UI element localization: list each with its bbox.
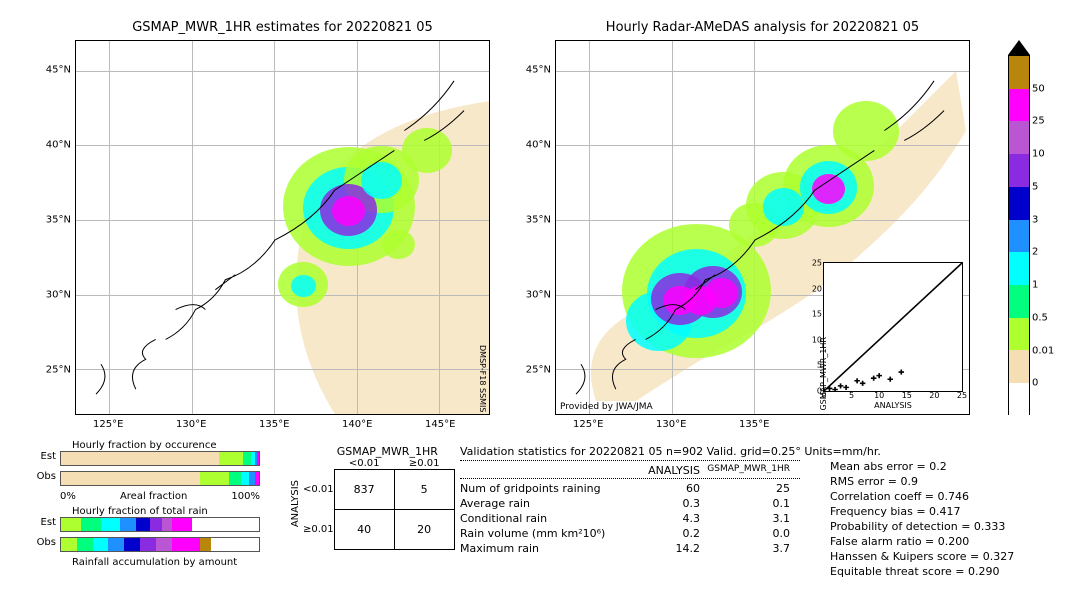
attribution: Provided by JWA/JMA <box>560 402 653 412</box>
inset-xtick: 20 <box>929 391 939 400</box>
lon-tick: 135°E <box>259 415 289 430</box>
lon-tick: 140°E <box>342 415 372 430</box>
inset-ytick: 10 <box>812 335 824 344</box>
metric-row: Hanssen & Kuipers score = 0.327 <box>830 550 1014 563</box>
inset-ytick: 15 <box>812 310 824 319</box>
bar-row-label: Obs <box>37 537 60 548</box>
stats-row: Maximum rain14.23.7 <box>460 542 800 555</box>
ctab-colhdr: ≥0.01 <box>394 458 454 470</box>
lon-tick: 145°E <box>425 415 455 430</box>
lat-tick: 30°N <box>526 290 555 301</box>
bar-row-label: Obs <box>37 471 60 482</box>
bars-title1: Hourly fraction by occurence <box>72 440 260 451</box>
metric-row: RMS error = 0.9 <box>830 475 1014 488</box>
stats-row: Conditional rain4.33.1 <box>460 512 800 525</box>
inset-ytick: 0 <box>817 387 824 396</box>
bar-row <box>60 451 260 466</box>
colorbar-tick: 50 <box>1029 83 1045 94</box>
map-left-title: GSMAP_MWR_1HR estimates for 20220821 05 <box>132 20 433 35</box>
lat-tick: 45°N <box>526 65 555 76</box>
scatter-inset: ANALYSIS GSMAP_MWR_1HR 00551010151520202… <box>823 262 963 392</box>
colorbar-tick: 1 <box>1029 280 1038 291</box>
lat-tick: 30°N <box>46 290 75 301</box>
inset-ytick: 20 <box>812 284 824 293</box>
ctab-rowhdr: <0.01 <box>303 470 334 510</box>
colorbar-tick: 3 <box>1029 214 1038 225</box>
lon-tick: 130°E <box>176 415 206 430</box>
lat-tick: 35°N <box>46 215 75 226</box>
stats-row: Average rain0.30.1 <box>460 497 800 510</box>
bars-title2: Hourly fraction of total rain <box>72 506 260 517</box>
lat-tick: 35°N <box>526 215 555 226</box>
ctab-colhdr: <0.01 <box>334 458 394 470</box>
bar-row <box>60 537 260 552</box>
ctab-cell: 837 <box>334 470 394 510</box>
bars-x-label: Areal fraction <box>120 491 187 502</box>
fraction-bars: Hourly fraction by occurence EstObs 0% A… <box>60 440 260 568</box>
colorbar-tick: 25 <box>1029 116 1045 127</box>
inset-xtick: 10 <box>874 391 884 400</box>
stats-hdr-analysis: ANALYSIS <box>630 464 700 477</box>
stats-hdr-gsmap: GSMAP_MWR_1HR <box>700 464 790 477</box>
stats-row: Rain volume (mm km²10⁶)0.20.0 <box>460 527 800 540</box>
metric-row: Probability of detection = 0.333 <box>830 520 1014 533</box>
lat-tick: 45°N <box>46 65 75 76</box>
map-right: Hourly Radar-AMeDAS analysis for 2022082… <box>555 40 970 415</box>
coastline-left <box>76 41 489 414</box>
inset-xtick: 25 <box>957 391 967 400</box>
metric-row: Correlation coeff = 0.746 <box>830 490 1014 503</box>
metric-row: Mean abs error = 0.2 <box>830 460 1014 473</box>
bars-x-left: 0% <box>60 491 76 502</box>
stats-title: Validation statistics for 20220821 05 n=… <box>460 445 800 458</box>
ctab-cell: 5 <box>394 470 454 510</box>
sat-label: DMSP-F18 SSMIS <box>478 345 487 413</box>
inset-xtick: 15 <box>902 391 912 400</box>
stats-table: Validation statistics for 20220821 05 n=… <box>460 445 800 557</box>
ctab-row-label: ANALYSIS <box>290 480 301 527</box>
lat-tick: 40°N <box>526 140 555 151</box>
bars-title3: Rainfall accumulation by amount <box>72 557 260 568</box>
bars-x-right: 100% <box>231 491 260 502</box>
colorbar-tick: 10 <box>1029 149 1045 160</box>
ctab-cell: 20 <box>394 510 454 550</box>
ctab-cell: 40 <box>334 510 394 550</box>
inset-xtick: 5 <box>849 391 854 400</box>
colorbar-tick: 0 <box>1029 378 1038 389</box>
lat-tick: 25°N <box>46 365 75 376</box>
lon-tick: 125°E <box>93 415 123 430</box>
bar-row-label: Est <box>41 517 60 528</box>
contingency-table: GSMAP_MWR_1HR ANALYSIS <0.01≥0.01<0.0183… <box>290 445 455 550</box>
map-left: GSMAP_MWR_1HR estimates for 20220821 05 … <box>75 40 490 415</box>
stats-row: Num of gridpoints raining6025 <box>460 482 800 495</box>
colorbar-arrow <box>1008 40 1030 55</box>
lon-tick: 135°E <box>739 415 769 430</box>
metric-row: False alarm ratio = 0.200 <box>830 535 1014 548</box>
metrics: Mean abs error = 0.2 RMS error = 0.9 Corre… <box>830 460 1014 580</box>
inset-xlabel: ANALYSIS <box>874 401 912 410</box>
lat-tick: 25°N <box>526 365 555 376</box>
colorbar: 00.010.51235102550 <box>1008 40 1030 415</box>
inset-ytick: 5 <box>817 361 824 370</box>
colorbar-tick: 0.01 <box>1029 345 1054 356</box>
colorbar-tick: 5 <box>1029 181 1038 192</box>
bar-row-label: Est <box>41 451 60 462</box>
colorbar-tick: 2 <box>1029 247 1038 258</box>
map-right-title: Hourly Radar-AMeDAS analysis for 2022082… <box>606 20 919 35</box>
lon-tick: 125°E <box>573 415 603 430</box>
bar-row <box>60 517 260 532</box>
colorbar-tick: 0.5 <box>1029 312 1048 323</box>
lon-tick: 130°E <box>656 415 686 430</box>
metric-row: Equitable threat score = 0.290 <box>830 565 1014 578</box>
bar-row <box>60 471 260 486</box>
lat-tick: 40°N <box>46 140 75 151</box>
inset-ytick: 25 <box>812 259 824 268</box>
ctab-rowhdr: ≥0.01 <box>303 510 334 550</box>
metric-row: Frequency bias = 0.417 <box>830 505 1014 518</box>
ctab-col-label: GSMAP_MWR_1HR <box>320 445 455 458</box>
